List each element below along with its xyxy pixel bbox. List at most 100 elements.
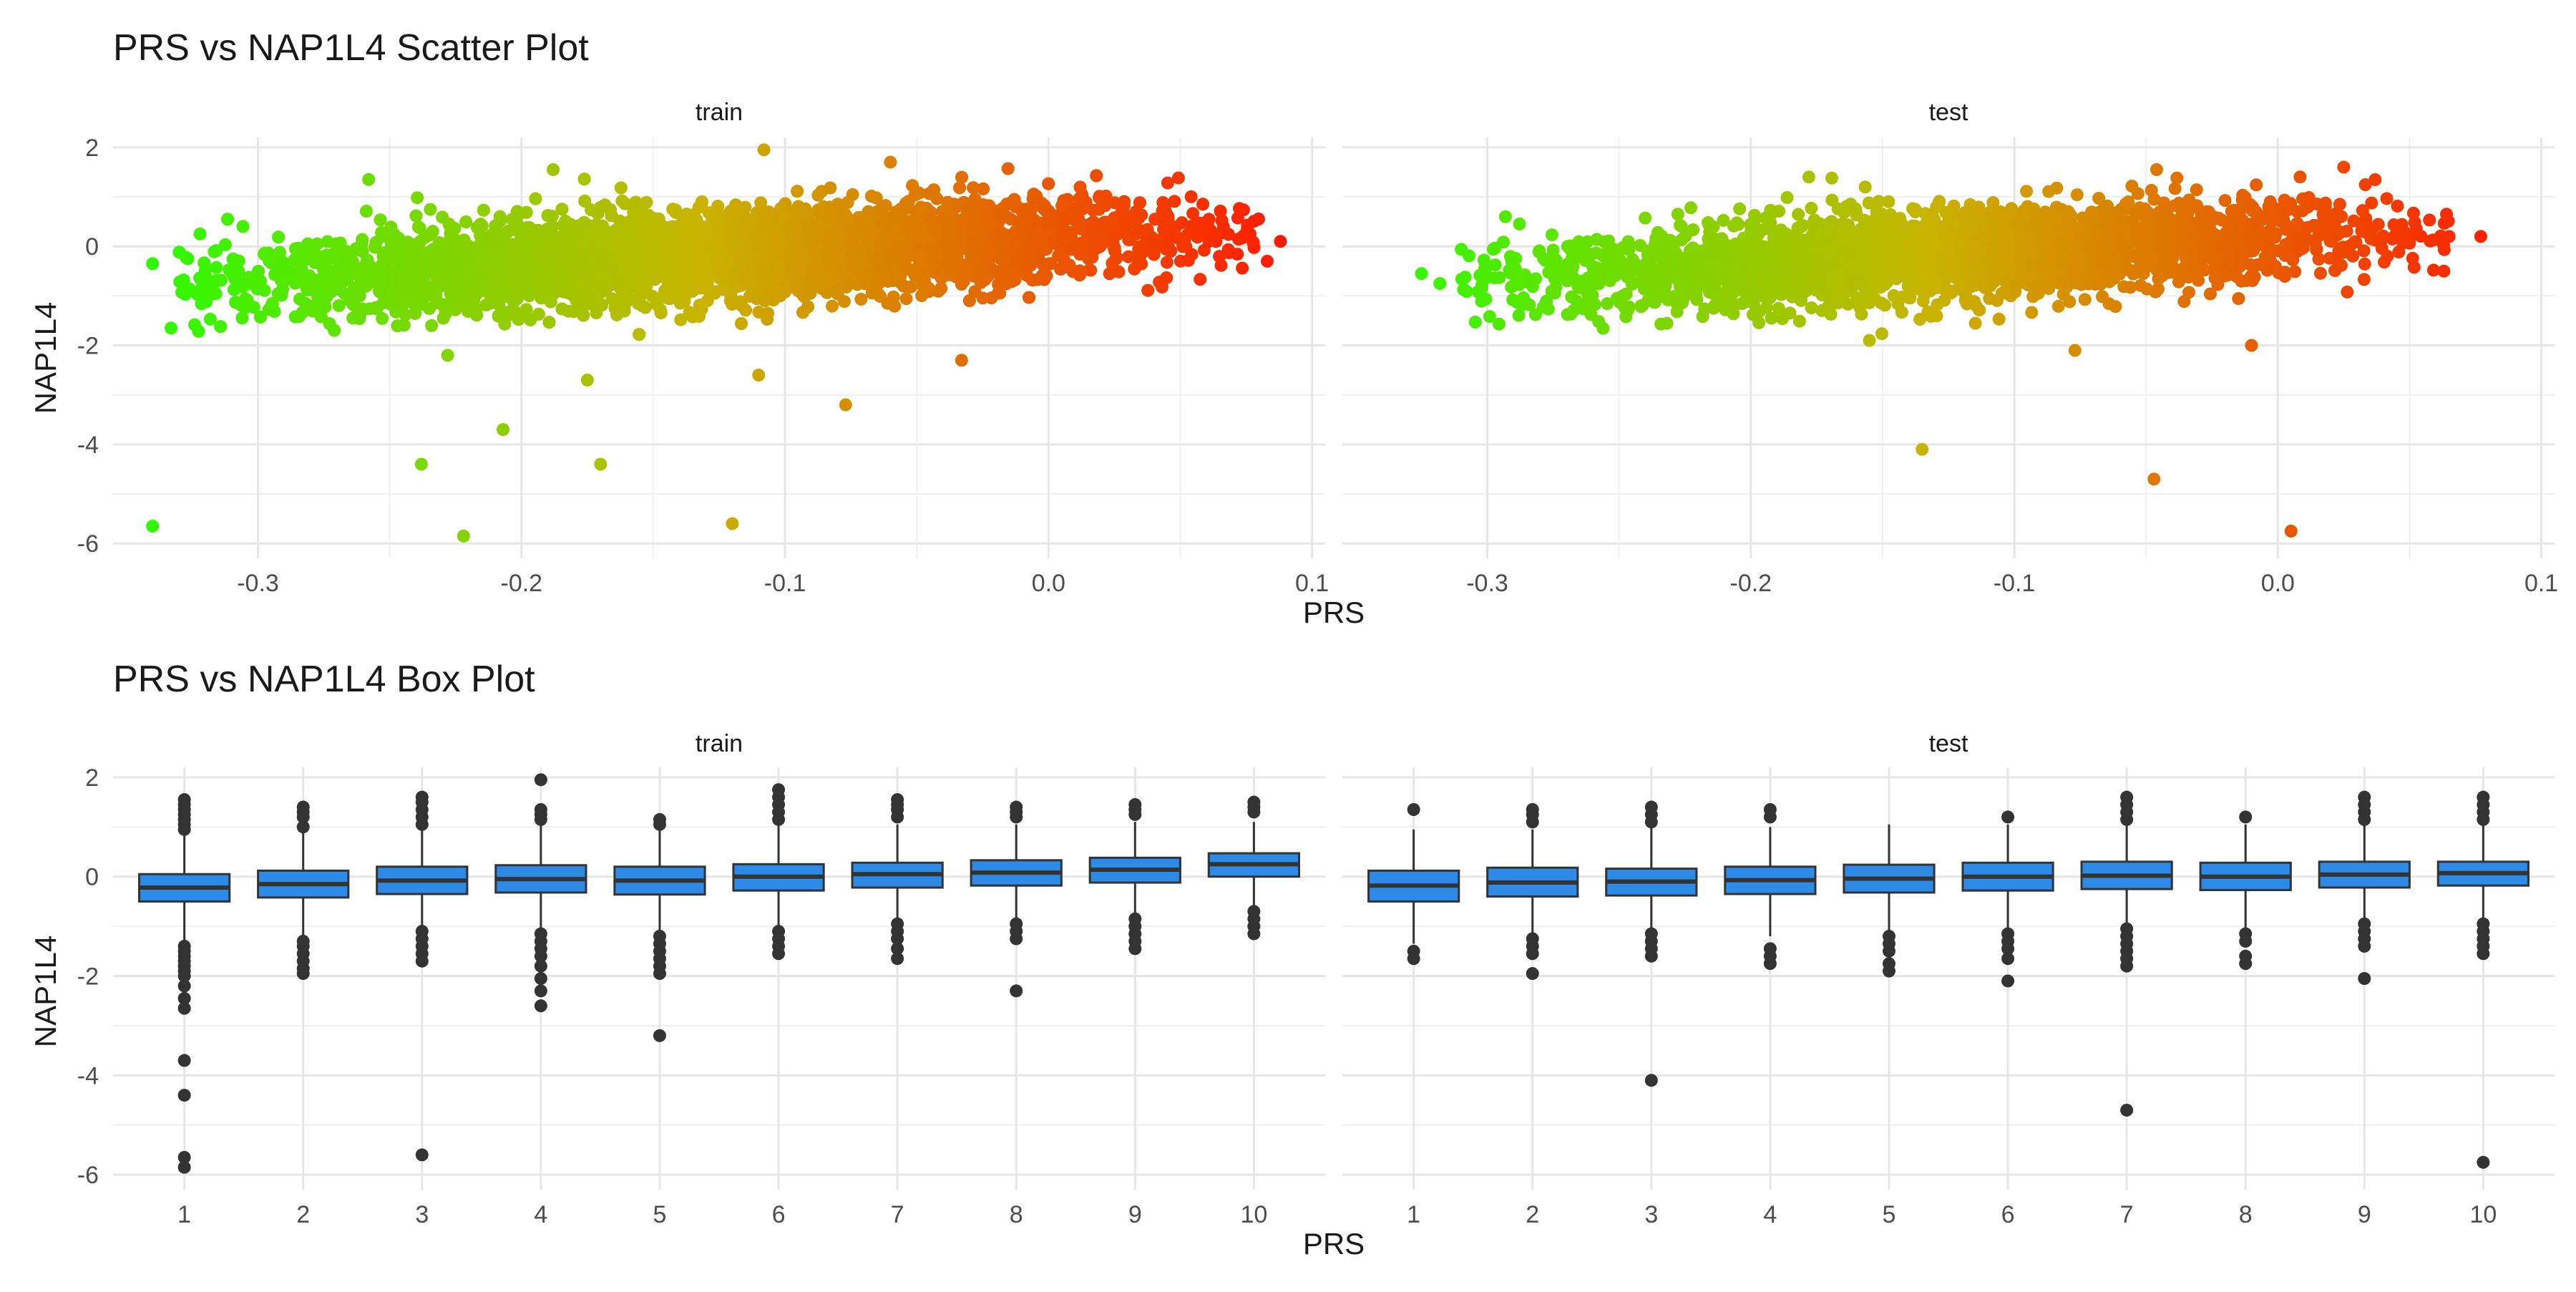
scatter-point bbox=[985, 263, 998, 276]
scatter-point bbox=[511, 205, 524, 218]
scatter-point bbox=[411, 191, 424, 204]
scatter-point bbox=[1196, 198, 1209, 210]
scatter-point bbox=[1161, 256, 1174, 269]
scatter-point bbox=[854, 293, 867, 306]
scatter-title: PRS vs NAP1L4 Scatter Plot bbox=[113, 27, 589, 69]
scatter-point bbox=[1252, 213, 1265, 225]
scatter-point bbox=[826, 300, 839, 313]
scatter-point bbox=[1043, 215, 1056, 228]
scatter-point bbox=[557, 281, 570, 293]
scatter-point bbox=[1035, 197, 1048, 210]
scatter-point bbox=[315, 311, 328, 324]
scatter-point bbox=[477, 204, 490, 217]
scatter-point bbox=[1160, 271, 1173, 284]
scatter-point bbox=[1231, 212, 1244, 225]
scatter-x-axis-title: PRS bbox=[1303, 596, 1365, 629]
scatter-point bbox=[1231, 248, 1244, 261]
scatter-point bbox=[700, 221, 713, 234]
scatter-point bbox=[391, 319, 404, 332]
scatter-point bbox=[236, 311, 249, 324]
scatter-point bbox=[1194, 273, 1206, 286]
scatter-point bbox=[556, 303, 569, 316]
scatter-point bbox=[210, 261, 223, 274]
scatter-point bbox=[1204, 224, 1217, 237]
scatter-point bbox=[872, 277, 885, 290]
scatter-point bbox=[412, 220, 425, 233]
scatter-points-train bbox=[146, 143, 1287, 543]
scatter-point bbox=[633, 328, 645, 341]
scatter-point bbox=[1158, 203, 1171, 215]
scatter-point bbox=[173, 246, 186, 258]
scatter-point bbox=[998, 256, 1011, 269]
scatter-point bbox=[426, 225, 439, 238]
scatter-point bbox=[409, 299, 422, 312]
scatter-point bbox=[1100, 190, 1113, 203]
scatter-point bbox=[906, 179, 919, 192]
scatter-point bbox=[356, 245, 369, 258]
scatter-point bbox=[1132, 256, 1145, 269]
scatter-point bbox=[816, 273, 829, 286]
box-title: PRS vs NAP1L4 Box Plot bbox=[113, 659, 535, 700]
scatter-point bbox=[254, 311, 267, 324]
scatter-point bbox=[278, 263, 291, 276]
scatter-point bbox=[1182, 254, 1195, 267]
scatter-point bbox=[1232, 233, 1245, 246]
scatter-point bbox=[1213, 250, 1226, 263]
scatter-point bbox=[188, 319, 201, 331]
scatter-point bbox=[1073, 264, 1086, 277]
scatter-point bbox=[874, 260, 887, 273]
scatter-point bbox=[433, 270, 446, 283]
scatter-point bbox=[874, 290, 887, 303]
scatter-point bbox=[360, 205, 373, 218]
scatter-point bbox=[555, 203, 568, 215]
scatter-point bbox=[1020, 203, 1033, 215]
scatter-point bbox=[693, 298, 706, 311]
scatter-point bbox=[1074, 180, 1087, 193]
scatter-point bbox=[796, 306, 809, 319]
scatter-point bbox=[392, 232, 405, 245]
scatter-facet-test-label: test bbox=[1929, 99, 1968, 126]
scatter-point bbox=[741, 214, 753, 227]
scatter-point bbox=[424, 203, 436, 216]
box-y-axis-title: NAP1L4 bbox=[29, 936, 62, 1047]
scatter-point bbox=[578, 173, 591, 185]
scatter-point bbox=[410, 210, 423, 223]
scatter-point bbox=[876, 202, 889, 215]
scatter-point bbox=[636, 299, 649, 312]
scatter-point bbox=[484, 288, 497, 301]
scatter-point bbox=[266, 297, 279, 310]
scatter-point bbox=[847, 188, 859, 201]
scatter-point bbox=[761, 313, 774, 326]
scatter-point bbox=[272, 230, 285, 243]
box-facet-train-label: train bbox=[696, 730, 743, 757]
box-x-axis-title: PRS bbox=[1303, 1227, 1365, 1261]
scatter-facet-train-label: train bbox=[696, 99, 743, 126]
scatter-point bbox=[615, 181, 628, 194]
scatter-point bbox=[1112, 266, 1125, 278]
scatter-point bbox=[425, 319, 438, 332]
scatter-point bbox=[1236, 262, 1249, 275]
scatter-point bbox=[333, 299, 346, 312]
scatter-point bbox=[361, 261, 374, 273]
scatter-point bbox=[922, 282, 935, 295]
scatter-point bbox=[610, 309, 623, 321]
scatter-point bbox=[927, 183, 940, 196]
scatter-point bbox=[459, 215, 472, 228]
scatter-point bbox=[1023, 291, 1035, 304]
scatter-point bbox=[963, 218, 976, 231]
scatter-point bbox=[330, 238, 343, 251]
scatter-point bbox=[494, 214, 507, 227]
scatter-point bbox=[430, 295, 443, 308]
scatter-point bbox=[904, 281, 917, 293]
scatter-point bbox=[940, 260, 952, 273]
scatter-y-axis-title: NAP1L4 bbox=[29, 302, 62, 414]
scatter-point bbox=[1042, 178, 1055, 190]
scatter-point bbox=[265, 256, 278, 269]
scatter-point bbox=[646, 290, 659, 303]
scatter-point bbox=[1179, 241, 1192, 253]
scatter-point bbox=[176, 286, 189, 298]
scatter-point bbox=[914, 201, 927, 214]
scatter-point bbox=[973, 263, 986, 276]
scatter-point bbox=[678, 295, 691, 308]
scatter-point bbox=[543, 316, 556, 329]
